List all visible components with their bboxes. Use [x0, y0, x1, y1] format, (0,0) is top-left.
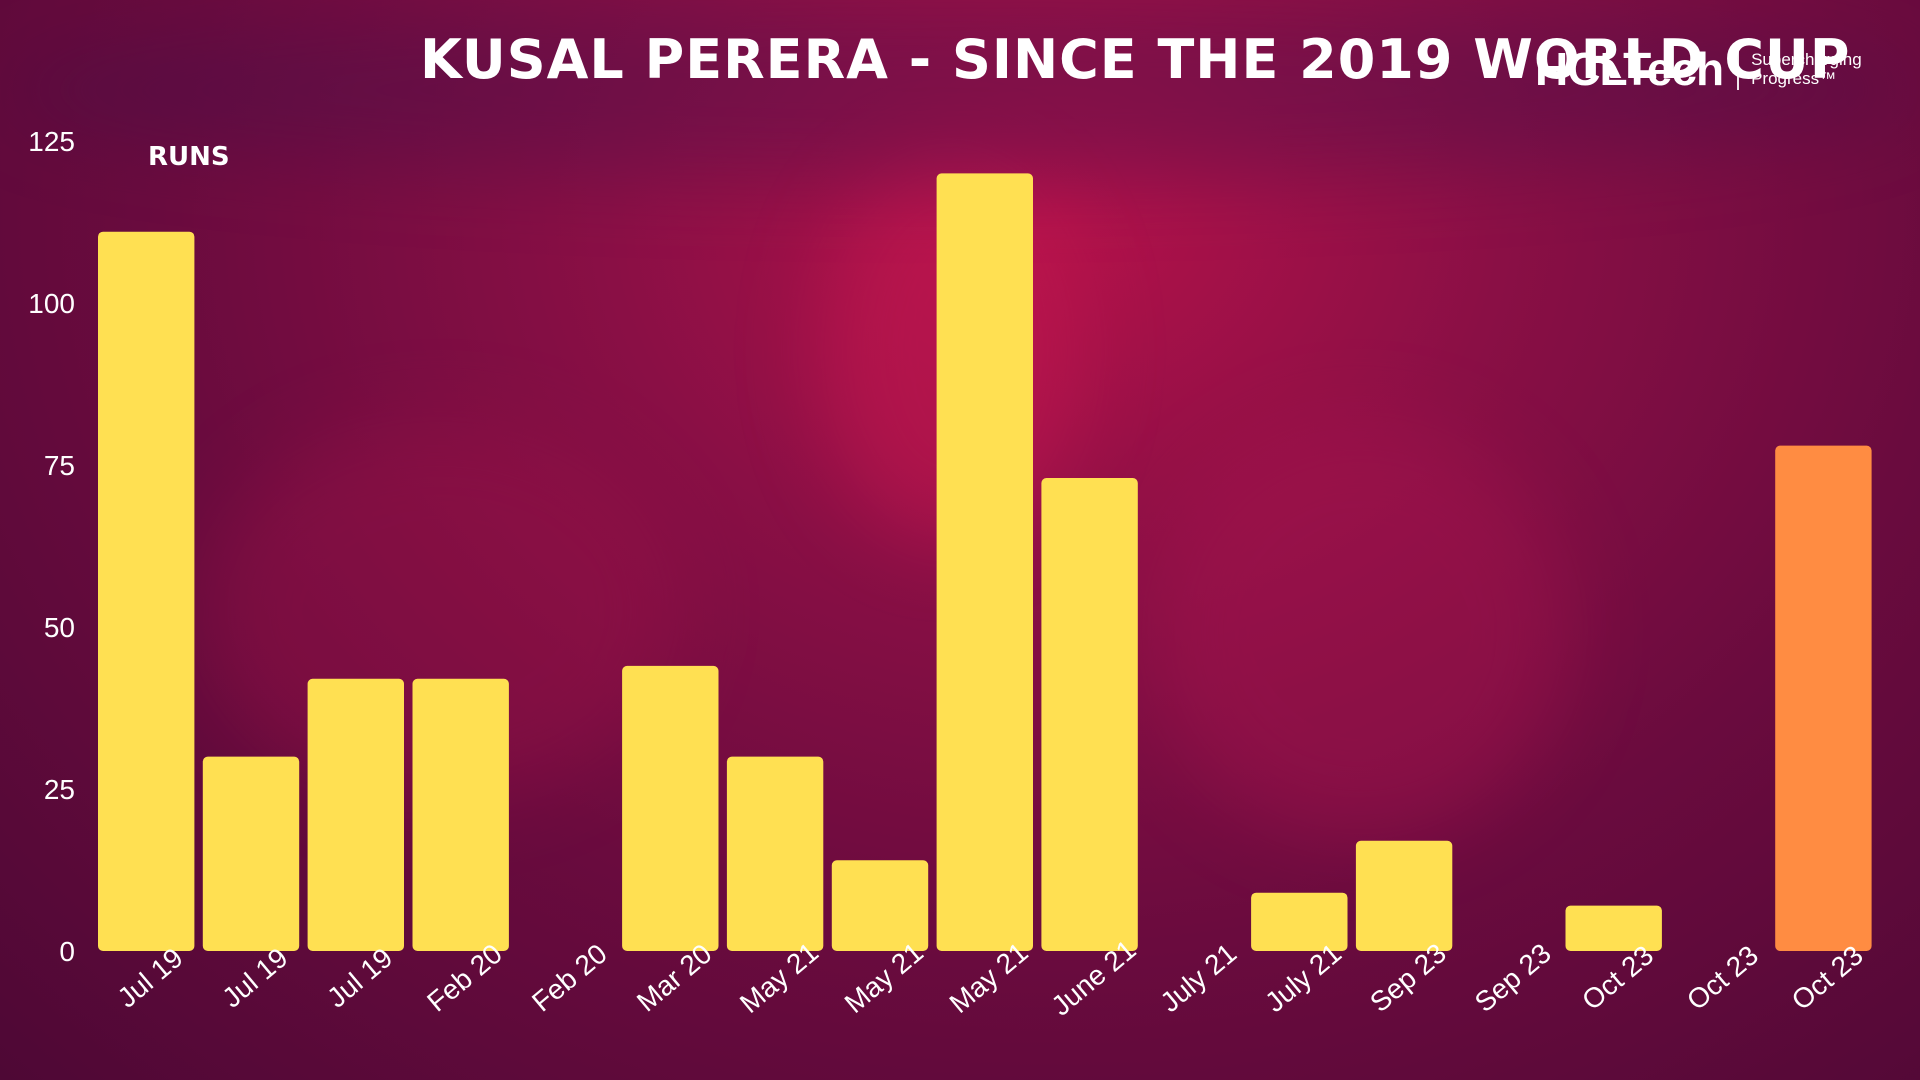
x-tick-label: Sep 23	[1469, 937, 1557, 1018]
y-axis-label: RUNS	[148, 142, 230, 172]
y-tick-label: 0	[59, 936, 75, 967]
bar	[307, 678, 404, 951]
y-tick-label: 100	[28, 288, 75, 319]
bar	[622, 665, 719, 951]
x-tick-label: Jul 19	[321, 942, 398, 1014]
x-tick-label: Oct 23	[1681, 939, 1764, 1016]
brand-tagline: Supercharging Progress™	[1751, 50, 1862, 88]
bar	[412, 678, 509, 951]
bar	[98, 231, 195, 951]
background-blob	[0, 0, 1920, 180]
y-tick-label: 50	[44, 612, 75, 643]
y-tick-label: 25	[44, 774, 75, 805]
bar	[831, 860, 929, 951]
background-blob	[1150, 420, 1570, 840]
x-tick-label: July 21	[1154, 937, 1242, 1018]
x-tick-label: Jul 19	[112, 942, 189, 1014]
bar	[1355, 840, 1453, 951]
x-tick-label: Feb 20	[526, 938, 613, 1018]
bar	[202, 756, 300, 951]
brand-name: HCLTech	[1535, 43, 1724, 95]
y-tick-label: 75	[44, 450, 75, 481]
bar	[726, 756, 824, 951]
bar	[936, 173, 1033, 951]
y-tick-label: 125	[28, 126, 75, 157]
bar	[1775, 445, 1872, 951]
brand-divider	[1737, 48, 1740, 90]
bar	[1041, 478, 1138, 951]
brand-logo: HCLTech Supercharging Progress™	[1535, 42, 1881, 96]
x-tick-label: Jul 19	[216, 942, 293, 1014]
bar	[1251, 892, 1348, 951]
bar	[1565, 905, 1662, 951]
